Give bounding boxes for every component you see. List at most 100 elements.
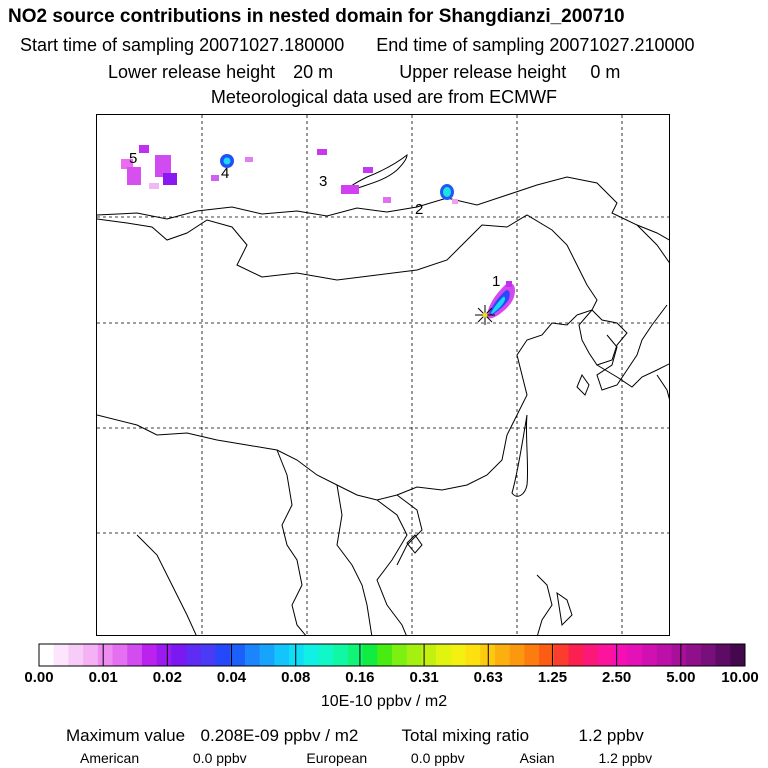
coastlines-borders — [97, 153, 669, 635]
color-scale-swatch — [362, 644, 378, 666]
color-scale-swatch — [715, 644, 731, 666]
total-mixing-label: Total mixing ratio — [401, 726, 530, 745]
color-scale-swatch — [686, 644, 702, 666]
color-scale-swatch — [244, 644, 261, 666]
color-scale-tick-label: 0.01 — [88, 669, 118, 686]
source-label-4: 4 — [221, 165, 229, 182]
asian-label: Asian — [519, 750, 555, 766]
color-scale-swatch — [612, 644, 628, 666]
source-label-5: 5 — [129, 150, 137, 167]
color-scale-swatch — [171, 644, 187, 666]
color-scale-swatch — [200, 644, 216, 666]
max-value: 0.208E-09 ppbv / m2 — [200, 726, 359, 745]
upper-release-value: 0 m — [590, 62, 621, 82]
color-scale-swatch — [97, 644, 114, 666]
color-scale-swatch — [671, 644, 687, 666]
summary-stats: Maximum value 0.208E-09 ppbv / m2 Total … — [66, 726, 644, 746]
met-data-note: Meteorological data used are from ECMWF — [210, 87, 558, 107]
plume-source-3 — [317, 149, 391, 203]
color-scale-swatch — [627, 644, 643, 666]
plume-source-1 — [487, 281, 515, 319]
color-scale-tick-label: 0.31 — [409, 669, 439, 686]
color-scale-tick-label: 0.16 — [345, 669, 375, 686]
color-scale-swatch — [730, 644, 746, 666]
station-marker — [475, 305, 495, 325]
color-scale-tick-label: 5.00 — [666, 669, 696, 686]
color-scale-swatch — [39, 644, 55, 666]
color-scale-swatch — [289, 644, 305, 666]
european-label: European — [306, 750, 368, 766]
color-scale-swatch — [112, 644, 128, 666]
sampling-times: Start time of sampling 20071027.180000 E… — [20, 35, 768, 56]
color-scale-swatch — [259, 644, 275, 666]
regional-contributions: American 0.0 ppbv European 0.0 ppbv Asia… — [80, 750, 652, 766]
color-scale-tick-label: 0.00 — [24, 669, 54, 686]
start-time-value: 20071027.180000 — [199, 35, 345, 55]
plume-source-5 — [121, 145, 177, 189]
color-scale-swatch — [230, 644, 246, 666]
lat-lon-grid — [97, 115, 669, 635]
color-scale-swatch — [597, 644, 614, 666]
color-scale-swatch — [568, 644, 584, 666]
color-scale-swatch — [421, 644, 437, 666]
color-scale-tick-label: 0.02 — [152, 669, 182, 686]
color-scale-swatch — [186, 644, 202, 666]
max-value-label: Maximum value — [66, 726, 186, 745]
color-scale-swatch — [127, 644, 143, 666]
color-scale-tick-label: 0.04 — [216, 669, 247, 686]
american-label: American — [80, 750, 140, 766]
color-scale-tick-label: 0.63 — [473, 669, 503, 686]
color-scale-swatch — [347, 644, 364, 666]
color-scale-swatch — [215, 644, 231, 666]
color-scale-unit: 10E-10 ppbv / m2 — [320, 693, 448, 710]
color-scale-swatch — [274, 644, 290, 666]
color-scale-swatch — [553, 644, 569, 666]
color-scale-swatch — [436, 644, 452, 666]
color-scale-frame — [38, 643, 746, 667]
color-scale-swatch — [539, 644, 555, 666]
color-scale-swatch — [656, 644, 672, 666]
color-scale-swatch — [583, 644, 599, 666]
plume-source-2 — [440, 184, 458, 204]
color-scale-tick-label: 0.08 — [281, 669, 311, 686]
color-scale-tick-label: 10.00 — [721, 669, 759, 686]
map-canvas: 1 2 3 4 5 — [97, 115, 669, 635]
source-label-1: 1 — [492, 273, 500, 290]
color-scale-swatch — [53, 644, 69, 666]
color-scale-swatch — [494, 644, 511, 666]
start-time-label: Start time of sampling — [20, 35, 195, 55]
end-time-value: 20071027.210000 — [549, 35, 695, 55]
color-scale-swatch — [392, 644, 408, 666]
color-scale-swatch — [509, 644, 525, 666]
concentration-plumes — [121, 145, 515, 319]
color-scale-swatch — [524, 644, 540, 666]
color-scale-swatch — [377, 644, 393, 666]
color-scale-swatch — [318, 644, 334, 666]
color-scale-swatch — [450, 644, 467, 666]
source-label-3: 3 — [319, 173, 327, 190]
end-time-label: End time of sampling — [376, 35, 545, 55]
asian-value: 1.2 ppbv — [598, 750, 653, 766]
color-scale-swatch — [156, 644, 172, 666]
lower-release-label: Lower release height — [108, 62, 276, 82]
color-scale-swatch — [333, 644, 349, 666]
european-value: 0.0 ppbv — [410, 750, 465, 766]
color-scale-swatch — [303, 644, 319, 666]
color-scale-swatch — [465, 644, 481, 666]
plot-title: NO2 source contributions in nested domai… — [8, 6, 625, 27]
color-scale-swatch — [700, 644, 717, 666]
color-scale-swatch — [406, 644, 422, 666]
color-scale-swatch — [68, 644, 84, 666]
map-panel: 1 2 3 4 5 — [96, 114, 670, 636]
color-scale-swatch — [642, 644, 658, 666]
color-scale-tick-label: 1.25 — [537, 669, 568, 686]
plume-source-4 — [211, 154, 253, 181]
american-value: 0.0 ppbv — [192, 750, 247, 766]
color-scale-swatch — [141, 644, 158, 666]
color-scale-swatch — [83, 644, 99, 666]
color-scale — [38, 643, 746, 667]
source-label-2: 2 — [415, 201, 423, 218]
release-heights: Lower release height 20 m Upper release … — [108, 62, 768, 83]
lower-release-value: 20 m — [293, 62, 334, 82]
color-scale-tick-label: 2.50 — [602, 669, 632, 686]
